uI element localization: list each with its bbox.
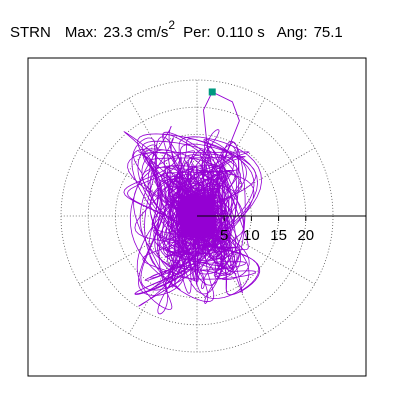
max-value: 23.3	[103, 24, 133, 41]
motion-trace-core	[176, 192, 218, 240]
radial-tick-label: 15	[270, 227, 287, 244]
max-marker-group	[208, 88, 216, 96]
max-label: Max:	[64, 24, 98, 41]
max-unit-exponent: 2	[168, 18, 176, 32]
max-point-marker	[208, 88, 216, 96]
motion-trace	[123, 91, 263, 315]
max-unit: cm/s	[136, 24, 169, 41]
angle-label: Ang:	[276, 24, 308, 41]
radial-axis: 5 10 15 20	[197, 215, 366, 244]
period-value: 0.110 s	[216, 24, 265, 41]
max-excursion-trace	[203, 91, 240, 178]
angle-value: 75.1	[313, 24, 343, 41]
period-label: Per:	[183, 24, 211, 41]
radial-tick-label: 20	[297, 227, 314, 244]
grid-spoke	[220, 229, 315, 285]
motion-trace-segment	[123, 125, 250, 315]
plot-header: STRN Max: 23.3 cm/s2 Per: 0.110 s Ang: 75.1	[10, 18, 343, 42]
radial-tick-label: 10	[243, 227, 260, 244]
radial-tick-label: 5	[220, 227, 228, 244]
grid-spoke	[210, 98, 266, 193]
station-code: STRN	[10, 24, 51, 41]
